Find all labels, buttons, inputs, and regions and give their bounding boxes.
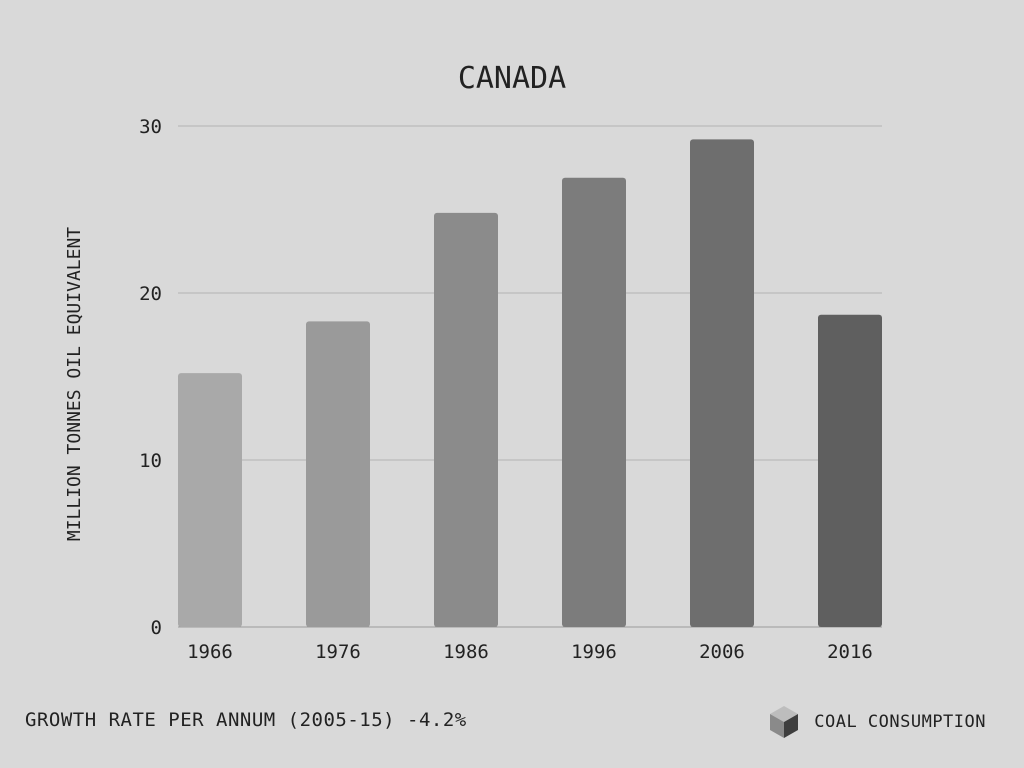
gridlines [178, 125, 882, 628]
x-tick-label: 2016 [827, 641, 873, 663]
x-tick-labels: 1966 1976 1986 1996 2006 2016 [187, 641, 873, 663]
y-tick-label: 20 [139, 283, 162, 305]
y-tick-label: 30 [139, 116, 162, 138]
x-tick-label: 1966 [187, 641, 233, 663]
y-axis-label: MILLION TONNES OIL EQUIVALENT [64, 227, 85, 541]
y-tick-label: 10 [139, 450, 162, 472]
x-tick-label: 1976 [315, 641, 361, 663]
x-tick-label: 1986 [443, 641, 489, 663]
bar-1986 [434, 212, 498, 627]
cube-icon [768, 704, 800, 740]
chart: CANADA MILLION TONNES OIL EQUIVALENT 0 10… [64, 61, 882, 663]
legend: COAL CONSUMPTION [768, 704, 986, 740]
bar-1976 [306, 321, 370, 627]
chart-title: CANADA [458, 61, 566, 96]
bar-2006 [690, 139, 754, 628]
y-tick-labels: 0 10 20 30 [139, 116, 162, 639]
bar-1996 [562, 177, 626, 627]
bar-2016 [818, 314, 882, 627]
bars [178, 139, 882, 628]
growth-rate-note: GROWTH RATE PER ANNUM (2005-15) -4.2% [25, 709, 467, 731]
x-tick-label: 2006 [699, 641, 745, 663]
x-tick-label: 1996 [571, 641, 617, 663]
bar-1966 [178, 373, 242, 627]
legend-label: COAL CONSUMPTION [814, 712, 986, 732]
y-tick-label: 0 [151, 617, 162, 639]
